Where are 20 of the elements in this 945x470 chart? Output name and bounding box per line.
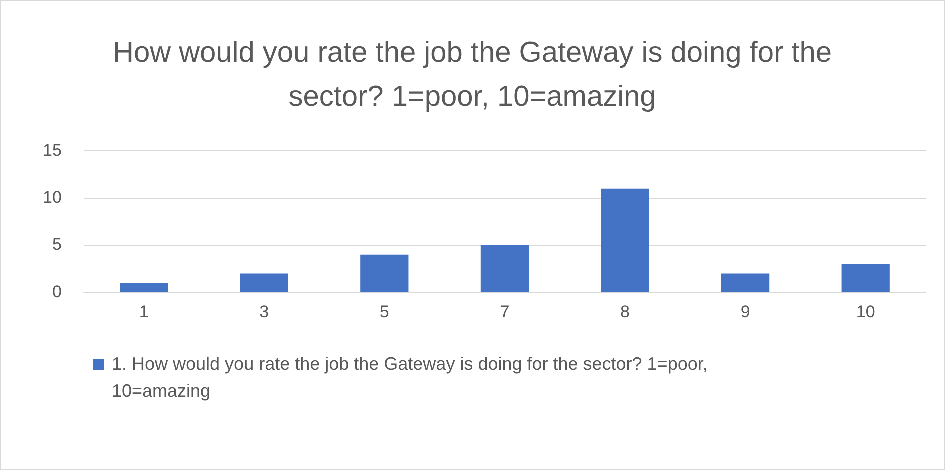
bar xyxy=(480,245,530,292)
bar xyxy=(601,188,650,292)
bar xyxy=(240,274,288,292)
x-tick-label: 10 xyxy=(856,302,876,322)
bar xyxy=(120,283,168,292)
y-tick-label: 5 xyxy=(52,235,62,254)
y-tick-label: 0 xyxy=(52,282,62,302)
y-tick-label: 10 xyxy=(42,188,62,208)
y-tick-label: 15 xyxy=(42,140,62,160)
bar xyxy=(842,264,890,292)
chart-title: How would you rate the job the Gateway is doing for the sector? 1=poor, 10=amazing xyxy=(112,36,832,115)
x-tick-label: 7 xyxy=(500,302,510,322)
bar xyxy=(360,254,409,292)
x-tick-label: 3 xyxy=(260,302,270,322)
bar xyxy=(721,274,770,292)
x-tick-label: 8 xyxy=(620,302,630,322)
x-tick-label: 5 xyxy=(380,302,390,322)
x-tick-label: 9 xyxy=(740,302,750,322)
legend-label: 1. How would you rate the job the Gateway is doing for the sector? 1=poor, 10=amazing xyxy=(112,353,709,403)
x-tick-label: 1 xyxy=(139,302,149,322)
